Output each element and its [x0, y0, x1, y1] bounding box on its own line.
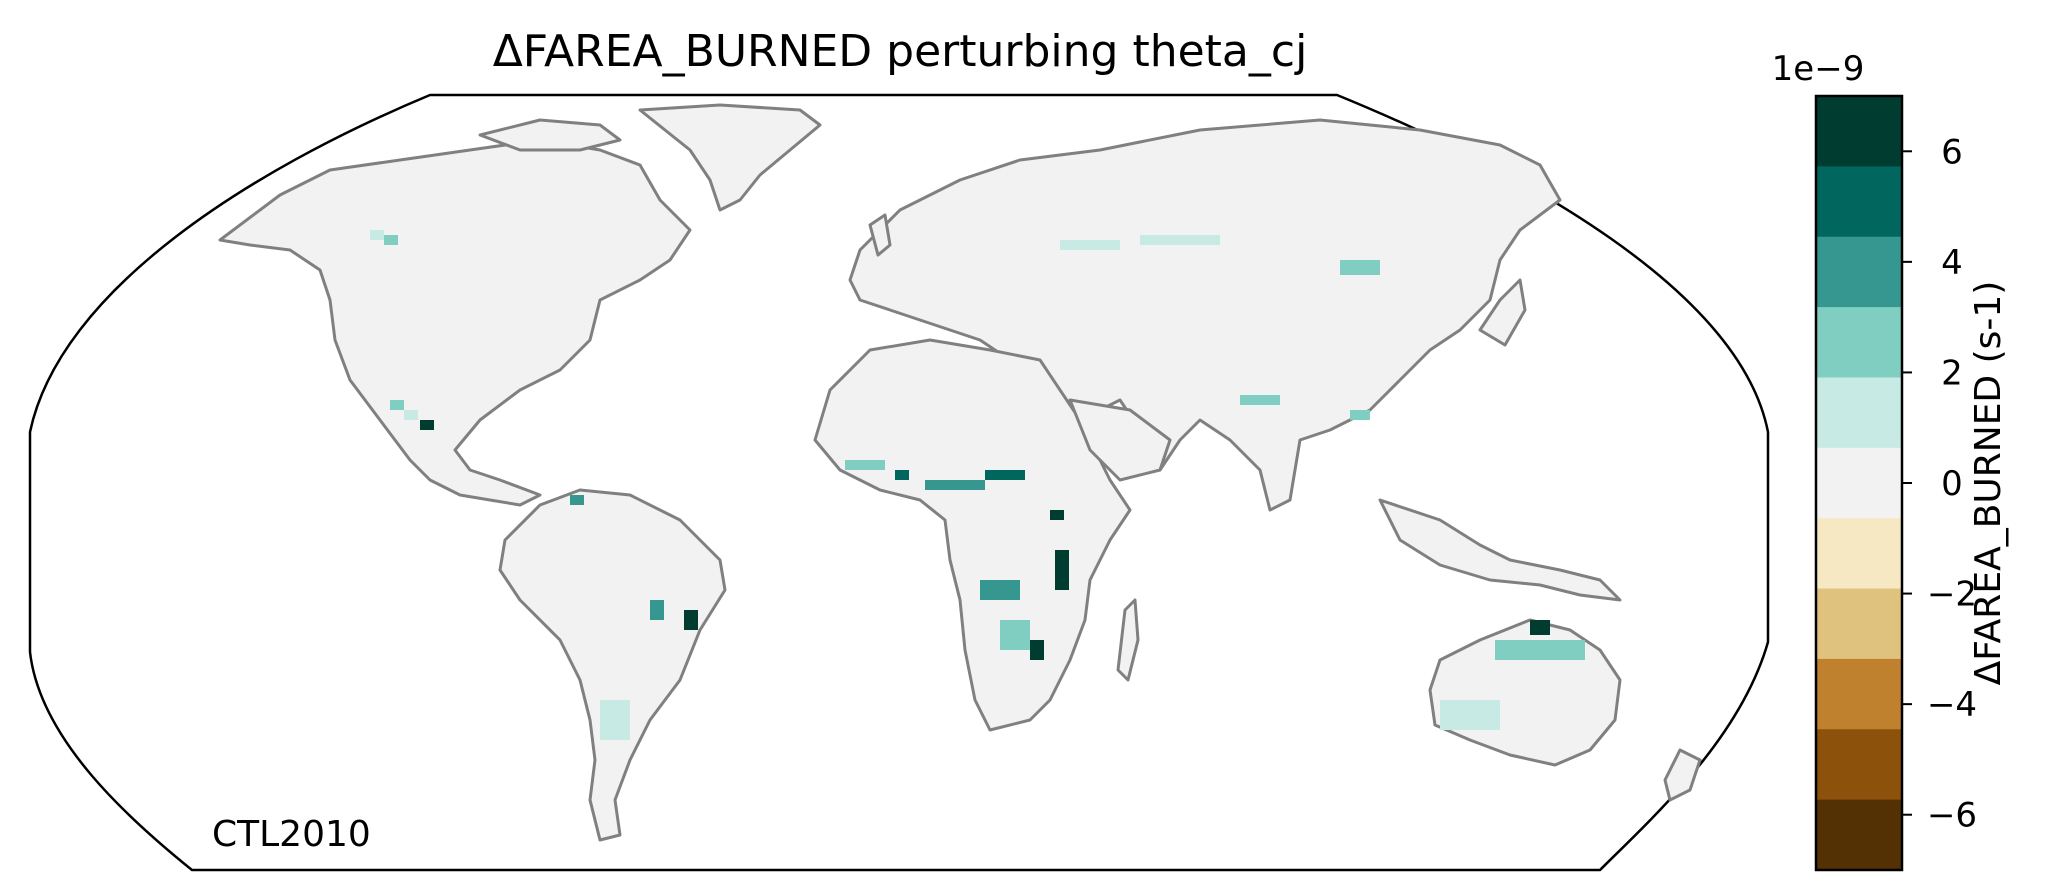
- colorbar-offset-text: 1e−9: [1772, 49, 1865, 89]
- colorbar-bin: [1816, 658, 1902, 730]
- land-arabia: [1068, 398, 1172, 482]
- land: [218, 103, 1702, 842]
- colorbar-tick-label: −4: [1927, 685, 1977, 725]
- cell: [1055, 550, 1069, 590]
- cell: [1060, 240, 1120, 250]
- world-map: [28, 93, 1770, 872]
- burned-area-cells: [370, 230, 1585, 740]
- colorbar-bin: [1816, 447, 1902, 519]
- cell: [980, 580, 1020, 600]
- cell: [570, 495, 584, 505]
- cell: [1240, 395, 1280, 405]
- cell: [985, 470, 1025, 480]
- colorbar: 1e−9 6 4 2 0 −2 −4 −6 ΔFAREA_BURNED (s-1): [1772, 49, 2009, 872]
- colorbar-bin: [1816, 588, 1902, 660]
- colorbar-bin: [1816, 307, 1902, 378]
- cell: [1000, 620, 1030, 650]
- colorbar-bins: [1816, 96, 1902, 871]
- cell: [1495, 640, 1585, 660]
- land-new-zealand: [1663, 748, 1702, 802]
- cell: [1030, 640, 1044, 660]
- cell: [390, 400, 404, 410]
- colorbar-tick-label: 4: [1941, 243, 1963, 283]
- colorbar-bin: [1816, 518, 1902, 590]
- colorbar-ticks: 6 4 2 0 −2 −4 −6: [1902, 132, 1977, 836]
- cell: [684, 610, 698, 630]
- colorbar-bin: [1816, 729, 1902, 801]
- colorbar-tick-label: −2: [1927, 575, 1977, 615]
- colorbar-label: ΔFAREA_BURNED (s-1): [1968, 281, 2009, 686]
- land-arctic-islands: [478, 118, 622, 152]
- land-south-america: [498, 488, 727, 842]
- colorbar-bin: [1816, 236, 1902, 308]
- cell: [1350, 410, 1370, 420]
- cell: [650, 600, 664, 620]
- cell: [895, 470, 909, 480]
- colorbar-bin: [1816, 166, 1902, 238]
- land-british-isles: [868, 213, 892, 257]
- land-japan: [1478, 278, 1527, 347]
- colorbar-bin: [1816, 377, 1902, 449]
- cell: [845, 460, 885, 470]
- colorbar-tick-label: 6: [1941, 132, 1963, 172]
- cell: [1340, 260, 1380, 275]
- land-se-asia-islands: [1378, 498, 1622, 602]
- cell: [370, 230, 384, 240]
- cell: [420, 420, 434, 430]
- cell: [1440, 700, 1500, 730]
- colorbar-bin: [1816, 799, 1902, 871]
- land-greenland: [638, 103, 822, 212]
- colorbar-bin: [1816, 96, 1902, 167]
- land-madagascar: [1116, 598, 1140, 682]
- colorbar-tick-label: −6: [1927, 796, 1977, 836]
- colorbar-tick-label: 0: [1941, 464, 1963, 504]
- cell: [925, 480, 985, 490]
- map-title: ΔFAREA_BURNED perturbing theta_cj: [493, 26, 1308, 77]
- run-label: CTL2010: [212, 814, 371, 855]
- land-africa: [813, 338, 1132, 732]
- cell: [384, 235, 398, 245]
- cell: [404, 410, 418, 420]
- colorbar-tick-label: 2: [1941, 353, 1963, 393]
- cell: [1140, 235, 1220, 245]
- cell: [1530, 620, 1550, 635]
- cell: [600, 700, 630, 740]
- cell: [1050, 510, 1064, 520]
